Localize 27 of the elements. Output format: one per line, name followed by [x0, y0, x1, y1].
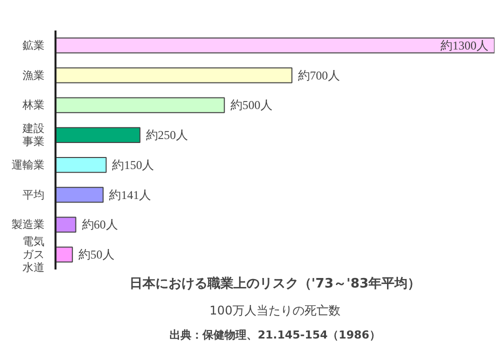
data-label: 約700人: [298, 68, 340, 82]
text: 日本における職業上のリスク（'73～'83年平均）: [129, 276, 421, 292]
bar: [56, 246, 73, 263]
y-tick-label: 漁業: [22, 68, 44, 82]
bar: [56, 186, 104, 203]
data-label: 約60人: [82, 218, 118, 232]
data-label: 約1300人: [440, 38, 488, 52]
data-label: 約150人: [112, 158, 154, 172]
bar: [56, 216, 76, 233]
text: 100万人当たりの死亡数: [210, 304, 340, 318]
data-label: 約141人: [109, 188, 152, 202]
data-label: 約500人: [230, 98, 272, 112]
source-note: 出典：保健物理、21.145-154（1986）: [170, 328, 380, 342]
y-tick-label: 建設事業: [22, 122, 44, 148]
bar: [56, 127, 140, 144]
bar: [56, 97, 225, 114]
bar: [56, 67, 292, 84]
data-label: 約50人: [78, 248, 114, 262]
y-tick-label: 電気ガス水道: [22, 235, 44, 274]
data-label: 約250人: [146, 128, 188, 142]
bar: [56, 37, 494, 54]
y-tick-label: 製造業: [12, 218, 44, 232]
y-tick-label: 運輸業: [12, 158, 44, 172]
y-tick-label: 林業: [22, 98, 44, 112]
y-tick-label: 平均: [22, 188, 44, 202]
y-tick-label: 鉱業: [22, 38, 44, 52]
bar: [56, 156, 107, 173]
